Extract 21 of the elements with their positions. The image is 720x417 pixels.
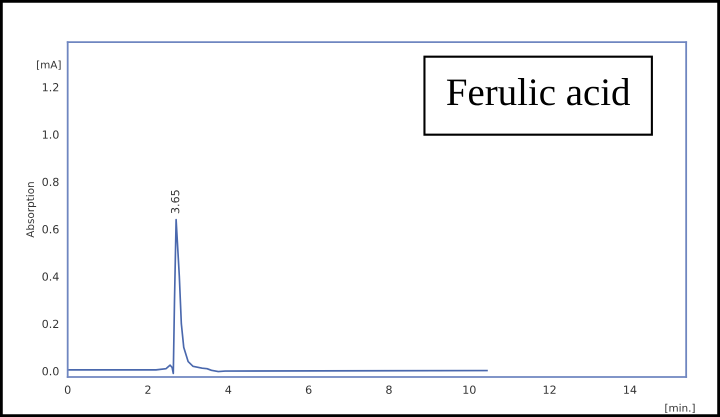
x-tick-label: 12 <box>544 385 556 394</box>
y-tick-label: 1.0 <box>42 130 59 139</box>
annotation: 3.65 <box>170 190 180 214</box>
y-tick-label: 0.2 <box>42 320 58 328</box>
x-tick-label: 6 <box>306 385 312 394</box>
x-tick-label: 2 <box>145 385 150 394</box>
y-tick-label: 0.8 <box>42 178 59 186</box>
annotation: Ferulic acid <box>446 78 630 106</box>
y-tick-label: 0.4 <box>42 272 59 281</box>
line-series <box>68 218 488 374</box>
x-tick-label: 10 <box>463 385 476 394</box>
x-tick-label: 0 <box>64 385 70 394</box>
y-tick-label: 1.2 <box>42 83 58 92</box>
x-tick-label: 14 <box>624 386 636 394</box>
y-tick-label: 0.0 <box>42 367 59 376</box>
x-axis-title: [min.] <box>665 404 695 414</box>
x-tick-label: 8 <box>386 385 392 394</box>
x-tick-label: 4 <box>225 386 232 394</box>
y-axis-title: Absorption <box>26 182 36 238</box>
y-tick-label: 0.6 <box>42 225 59 234</box>
text: [mA] <box>36 60 61 70</box>
